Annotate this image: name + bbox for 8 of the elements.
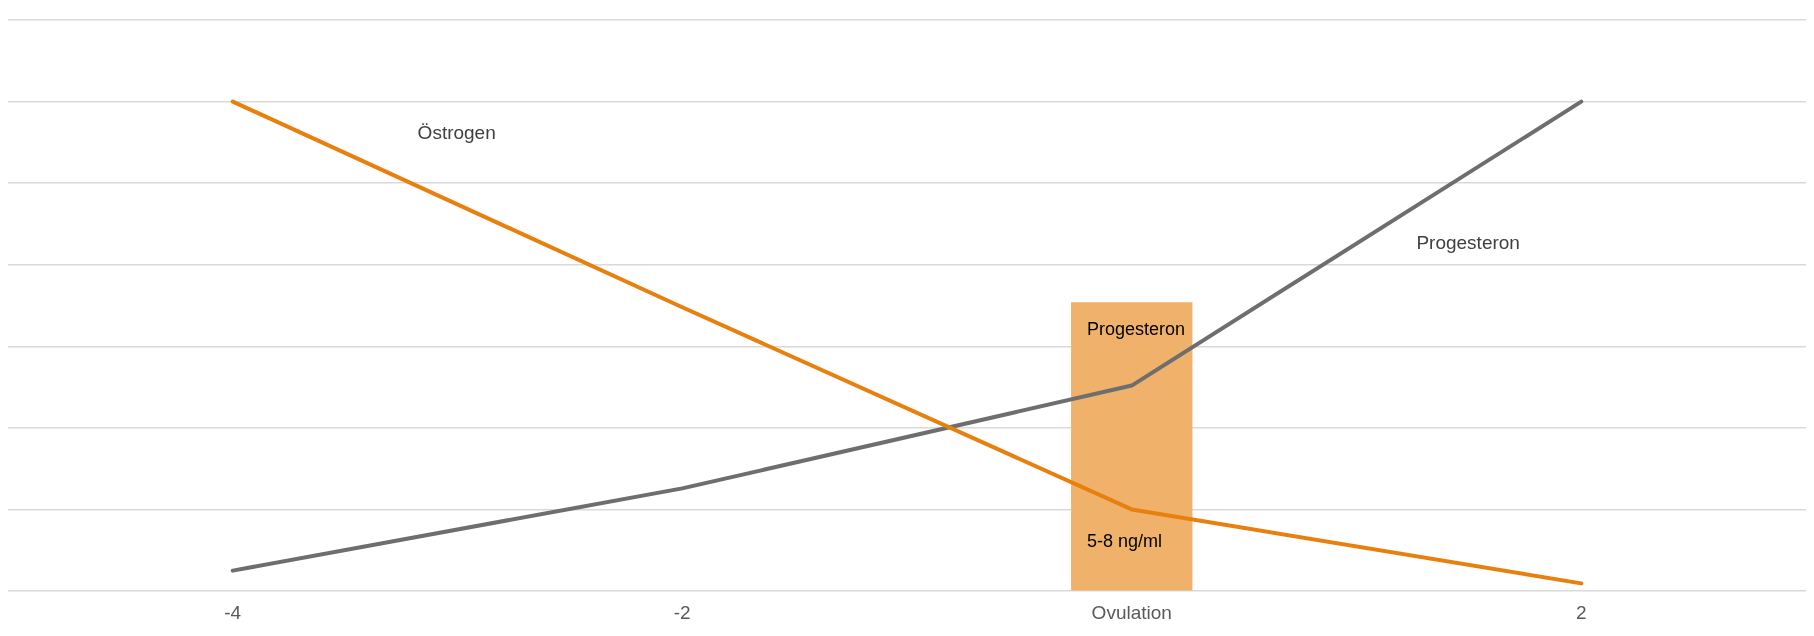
annotation: 5-8 ng/ml <box>1087 531 1163 552</box>
x-tick-label: -2 <box>673 601 691 623</box>
text: Östrogen <box>417 121 496 143</box>
x-tick-label: -4 <box>224 601 242 623</box>
annotation: Progesteron <box>1087 319 1186 340</box>
x-tick-label: Ovulation <box>1091 601 1172 623</box>
series-label: Progesteron <box>1416 232 1520 254</box>
x-tick-label: 2 <box>1575 601 1587 623</box>
